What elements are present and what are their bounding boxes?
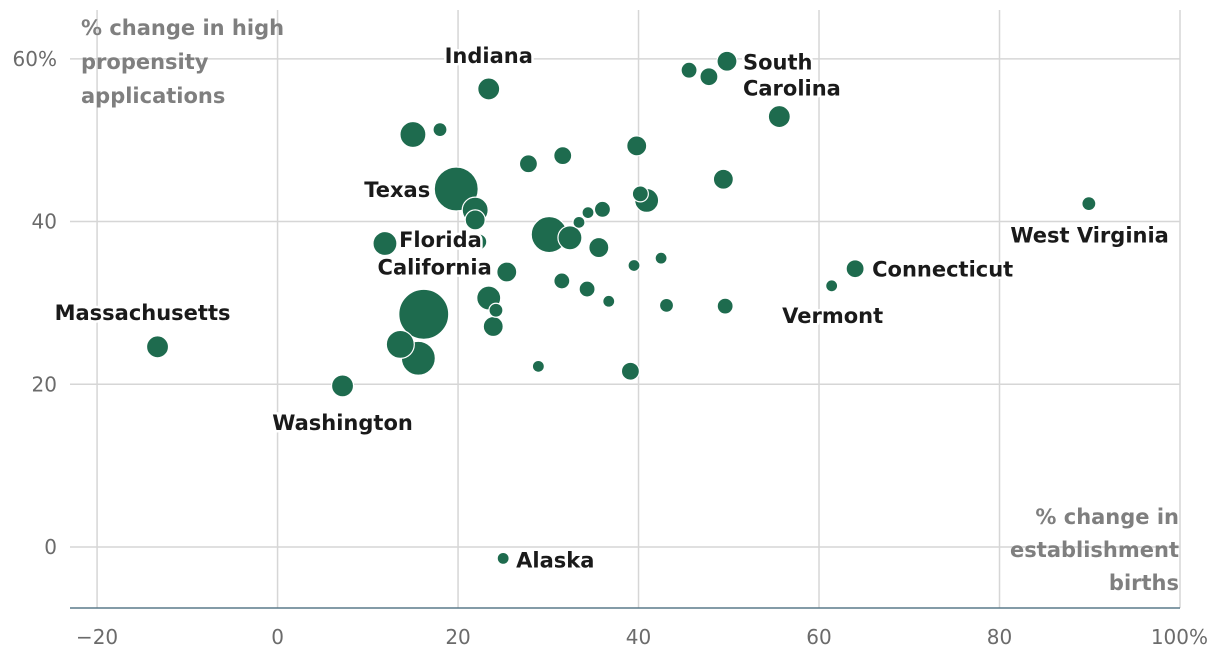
data-point <box>699 67 719 87</box>
data-point-alaska <box>496 551 510 565</box>
x-tick-label: 0 <box>271 625 284 649</box>
data-point <box>432 122 448 138</box>
point-label-california: California <box>378 255 492 279</box>
data-point <box>626 135 648 157</box>
x-tick-label: −20 <box>76 625 118 649</box>
y-tick-label: 60% <box>13 47 57 71</box>
point-label-south-carolina: South Carolina <box>743 50 841 100</box>
point-label-washington: Washington <box>272 411 413 435</box>
data-point <box>531 359 545 373</box>
data-point-indiana <box>477 77 501 101</box>
data-point <box>593 200 612 218</box>
y-tick-label: 20 <box>32 372 57 396</box>
data-point <box>553 146 573 166</box>
vertical-gridlines <box>96 10 1181 608</box>
data-point <box>631 185 649 203</box>
data-point <box>680 61 698 79</box>
y-tick-label: 40 <box>32 210 57 234</box>
y-axis-tick-labels: 0 20 40 60% <box>13 47 57 559</box>
data-point <box>372 230 398 257</box>
data-point <box>572 215 586 229</box>
data-point <box>658 297 675 313</box>
data-point <box>767 104 791 129</box>
data-point <box>553 272 571 290</box>
data-point <box>496 261 518 283</box>
data-point <box>654 251 668 265</box>
data-point <box>482 315 504 338</box>
data-point-washington <box>330 374 355 398</box>
x-tick-label: 60 <box>806 625 831 649</box>
y-tick-label: 0 <box>44 535 57 559</box>
data-points <box>145 50 1097 565</box>
data-point-vermont <box>825 279 839 293</box>
data-point-massachusetts <box>145 335 170 359</box>
y-axis-title: % change in high propensity applications <box>81 16 284 108</box>
data-point <box>464 209 486 231</box>
point-labels: Massachusetts Washington Alaska Texas Indian… <box>52 41 1171 574</box>
x-tick-label: 20 <box>445 625 470 649</box>
point-label-vermont: Vermont <box>782 304 883 328</box>
horizontal-gridlines <box>70 58 1180 548</box>
data-point-south-carolina <box>716 50 738 72</box>
point-label-indiana: Indiana <box>445 44 533 68</box>
data-point <box>518 154 539 174</box>
data-point <box>581 205 595 220</box>
point-label-texas: Texas <box>364 178 430 202</box>
data-point <box>488 302 504 318</box>
data-point <box>716 297 734 315</box>
data-point <box>712 168 734 190</box>
data-point <box>578 280 596 298</box>
point-label-connecticut: Connecticut <box>872 258 1013 282</box>
point-label-west-virginia: West Virginia <box>1010 224 1169 248</box>
data-point <box>399 120 427 149</box>
point-label-massachusetts: Massachusetts <box>55 301 231 325</box>
data-point <box>557 225 583 251</box>
data-point <box>476 262 490 276</box>
data-point <box>588 236 610 259</box>
data-point-california <box>398 288 450 340</box>
data-point-connecticut <box>845 259 865 279</box>
data-point <box>627 258 641 273</box>
data-point <box>385 329 415 359</box>
x-tick-label: 100% <box>1151 625 1208 649</box>
data-point-west-virginia <box>1081 196 1097 212</box>
point-label-alaska: Alaska <box>516 548 594 572</box>
x-axis-tick-labels: −20 0 20 40 60 80 100% <box>76 625 1208 649</box>
x-tick-label: 40 <box>626 625 651 649</box>
data-point <box>602 294 616 308</box>
x-tick-label: 80 <box>987 625 1012 649</box>
point-label-florida: Florida <box>399 228 482 252</box>
x-axis-title: % change in establishment births <box>1010 505 1179 595</box>
data-point <box>620 361 641 381</box>
data-point-florida <box>470 233 488 251</box>
